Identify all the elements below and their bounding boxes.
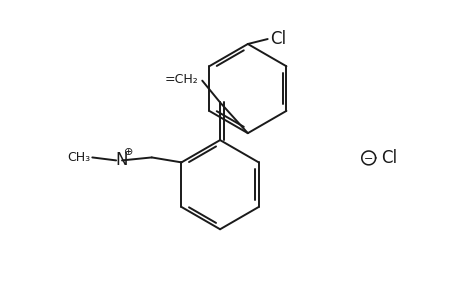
Text: Cl: Cl (269, 30, 285, 48)
Text: −: − (363, 154, 373, 164)
Text: N: N (116, 152, 128, 169)
Text: Cl: Cl (381, 149, 397, 167)
Text: CH₃: CH₃ (67, 151, 90, 164)
Text: =CH₂: =CH₂ (164, 73, 198, 86)
Text: ⊕: ⊕ (124, 148, 134, 158)
